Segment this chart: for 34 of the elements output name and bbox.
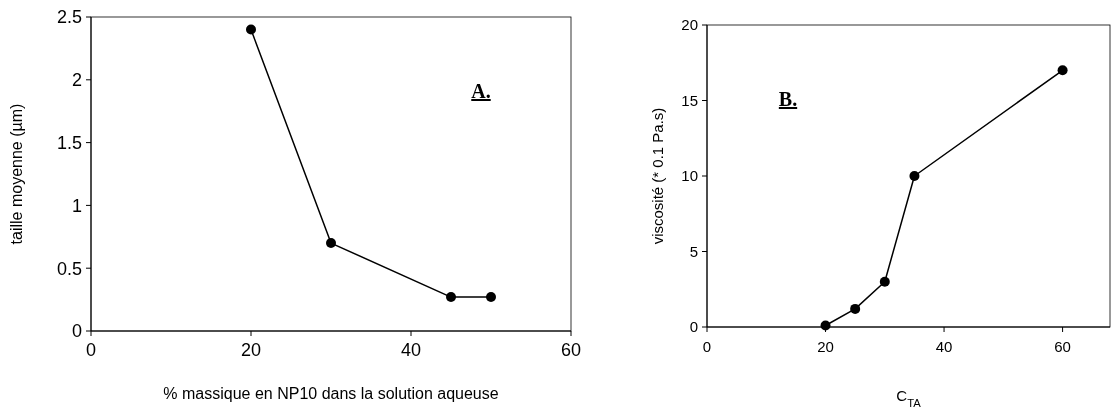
x-tick-label: 40 xyxy=(935,338,953,355)
point xyxy=(446,292,456,303)
point xyxy=(246,24,256,35)
point xyxy=(850,303,861,314)
x-tick-label: 60 xyxy=(560,340,582,360)
x-axis-title: C$_{TA}$ xyxy=(896,387,922,409)
x-tick-label: 20 xyxy=(240,340,262,360)
x-tick-label: 0 xyxy=(85,340,97,360)
y-tick-label: 1 xyxy=(71,195,82,216)
y-tick-label: 0.5 xyxy=(56,258,82,279)
y-tick-label: 1.5 xyxy=(56,132,82,153)
y-axis-title: viscosité (* 0.1 Pa.s) xyxy=(649,107,666,245)
point xyxy=(326,238,336,249)
x-tick-label: 0 xyxy=(702,338,712,355)
annotation: B. xyxy=(778,88,798,110)
y-tick-label: 0 xyxy=(689,318,698,336)
x-tick-label: 20 xyxy=(817,338,834,355)
y-tick-label: 0 xyxy=(71,321,82,342)
point xyxy=(486,292,496,303)
y-tick-label: 2 xyxy=(71,70,82,91)
y-tick-label: 10 xyxy=(681,167,698,185)
y-axis-title: taille moyenne (µm) xyxy=(8,103,25,245)
point xyxy=(879,276,890,287)
point xyxy=(820,320,831,331)
point xyxy=(1057,65,1068,76)
annotation: A. xyxy=(471,80,491,102)
x-tick-label: 60 xyxy=(1054,338,1071,355)
y-tick-label: 5 xyxy=(689,242,698,260)
y-tick-label: 20 xyxy=(681,16,698,34)
x-tick-label: 40 xyxy=(400,340,422,360)
y-tick-label: 2.5 xyxy=(56,7,82,28)
y-tick-label: 15 xyxy=(681,91,698,109)
x-axis-title: % massique en NP10 dans la solution aqueuse xyxy=(163,385,499,402)
point xyxy=(909,171,920,181)
